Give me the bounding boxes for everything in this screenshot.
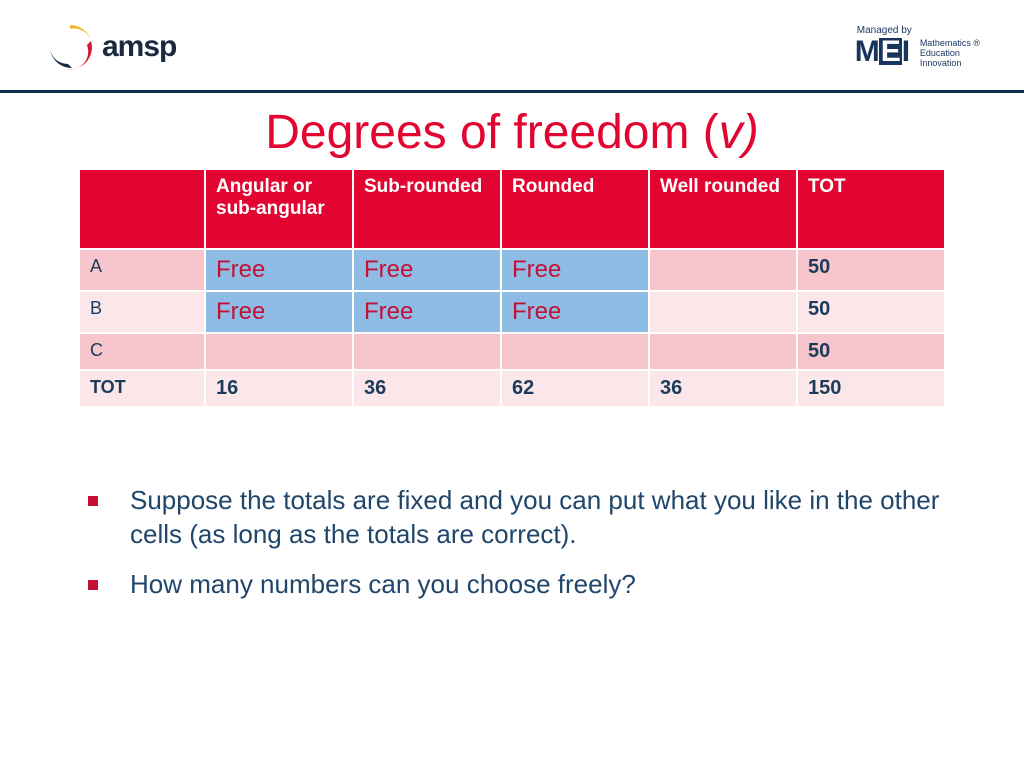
col-header: Angular or sub-angular	[205, 169, 353, 249]
header-divider	[0, 90, 1024, 93]
empty-cell	[205, 333, 353, 370]
table-row: C 50	[79, 333, 945, 370]
free-cell: Free	[501, 249, 649, 291]
total-cell: 62	[501, 370, 649, 407]
free-cell: Free	[501, 291, 649, 333]
amsp-logo-text: amsp	[102, 30, 176, 64]
free-cell: Free	[205, 249, 353, 291]
empty-cell	[353, 333, 501, 370]
mei-logo: Managed by MEI Mathematics ® Education I…	[855, 25, 980, 69]
table-row: BFreeFreeFree 50	[79, 291, 945, 333]
slide-header: amsp Managed by MEI Mathematics ® Educat…	[0, 0, 1024, 84]
amsp-logo: amsp	[44, 21, 176, 73]
total-cell: 16	[205, 370, 353, 407]
empty-cell	[649, 291, 797, 333]
total-cell: 50	[797, 291, 945, 333]
total-cell: 36	[649, 370, 797, 407]
empty-cell	[501, 333, 649, 370]
total-cell: 150	[797, 370, 945, 407]
table-corner-cell	[79, 169, 205, 249]
total-cell: 50	[797, 249, 945, 291]
total-cell: 36	[353, 370, 501, 407]
slide-title: Degrees of freedom (v)	[0, 105, 1024, 160]
free-cell: Free	[353, 249, 501, 291]
bullet-list: Suppose the totals are fixed and you can…	[80, 484, 944, 601]
bullet-item: Suppose the totals are fixed and you can…	[80, 484, 944, 552]
mei-logo-text: MEI	[855, 38, 909, 65]
mei-tagline: Mathematics ® Education Innovation	[920, 25, 980, 69]
table-header-row: Angular or sub-angular Sub-rounded Round…	[79, 169, 945, 249]
row-label: TOT	[79, 370, 205, 407]
col-header: Well rounded	[649, 169, 797, 249]
bullet-item: How many numbers can you choose freely?	[80, 568, 944, 602]
row-label: A	[79, 249, 205, 291]
title-variable: v)	[719, 106, 759, 159]
title-prefix: Degrees of freedom (	[265, 106, 719, 159]
empty-cell	[649, 333, 797, 370]
table-row: AFreeFreeFree 50	[79, 249, 945, 291]
col-header: TOT	[797, 169, 945, 249]
free-cell: Free	[353, 291, 501, 333]
row-label: C	[79, 333, 205, 370]
total-cell: 50	[797, 333, 945, 370]
col-header: Rounded	[501, 169, 649, 249]
row-label: B	[79, 291, 205, 333]
table-row: TOT16366236150	[79, 370, 945, 407]
amsp-swirl-icon	[44, 21, 96, 73]
empty-cell	[649, 249, 797, 291]
dof-table: Angular or sub-angular Sub-rounded Round…	[78, 168, 946, 408]
free-cell: Free	[205, 291, 353, 333]
col-header: Sub-rounded	[353, 169, 501, 249]
